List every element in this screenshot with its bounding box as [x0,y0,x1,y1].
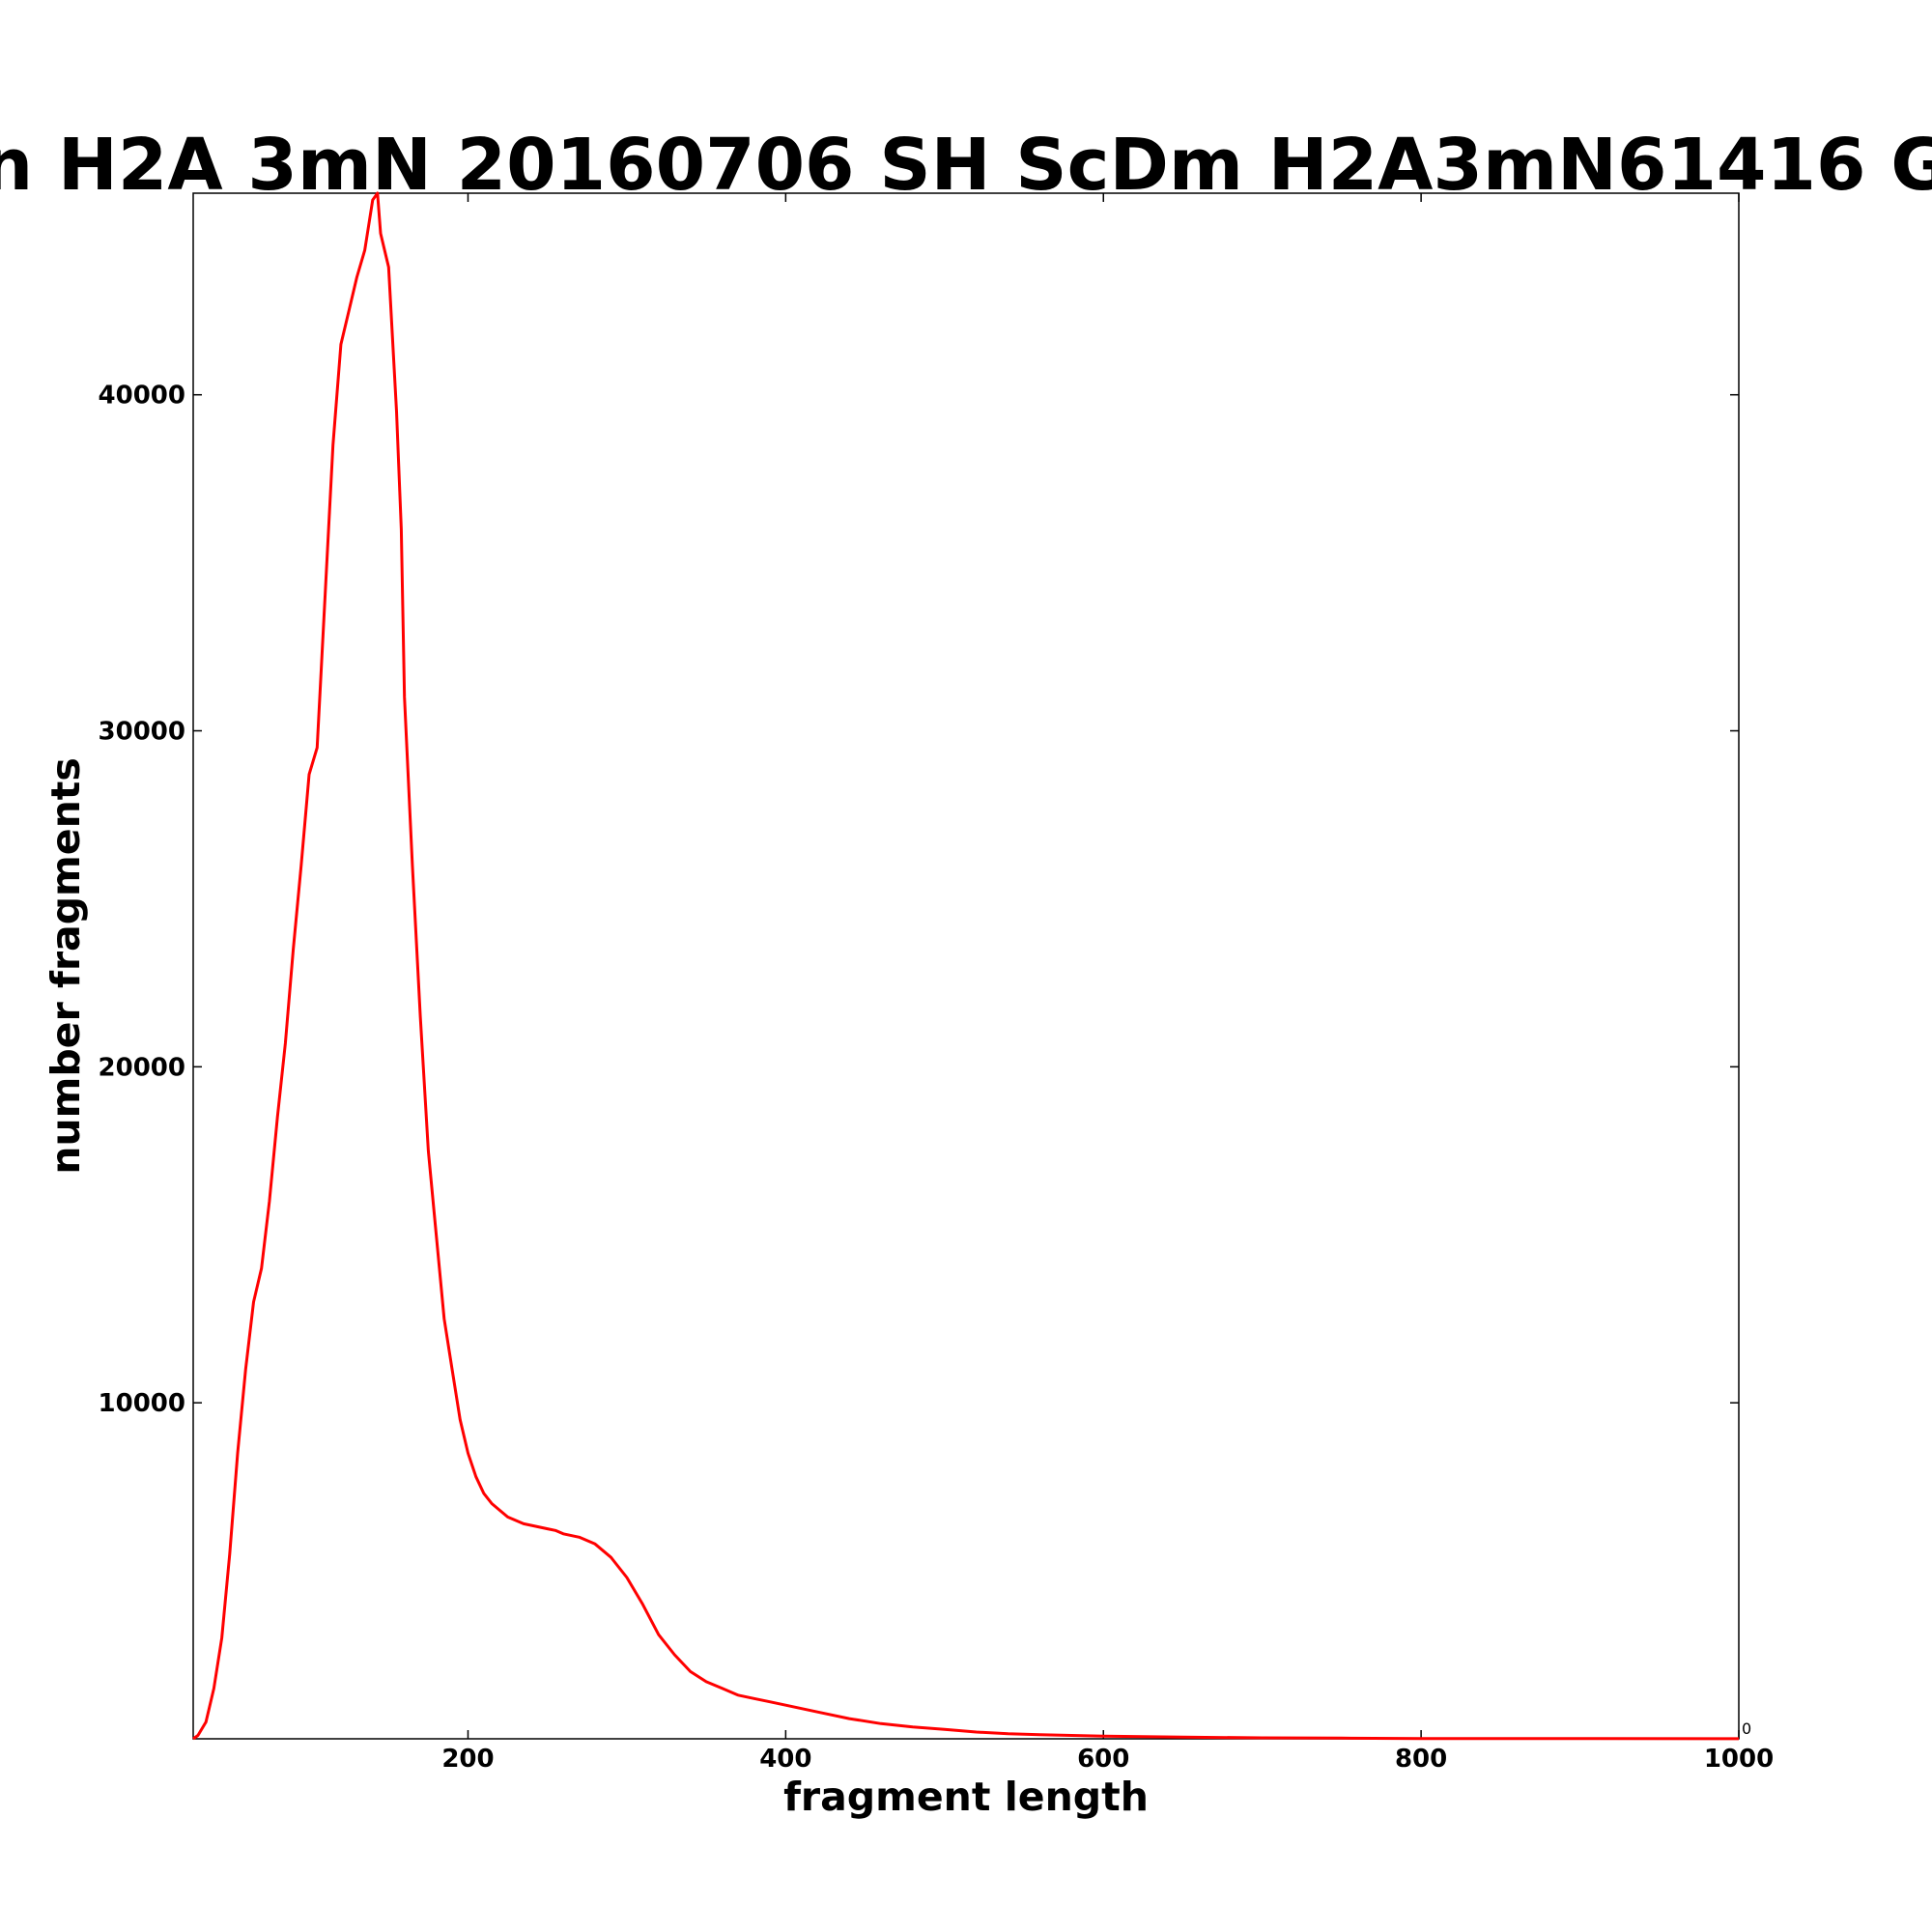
y-tick-label-10000: 10000 [99,1389,185,1418]
y-tick-label-20000: 20000 [99,1053,185,1082]
axis-ticks: 200 400 600 800 1000 10000 20000 30000 40000 [99,193,1774,1774]
y-axis-label: number fragments [43,757,89,1175]
series-line [192,191,1740,1741]
right-axis-zero-label: 0 [1742,1719,1751,1738]
x-axis-label: fragment length [783,1774,1149,1820]
x-tick-label-800: 800 [1395,1745,1447,1774]
x-tick-label-400: 400 [759,1745,811,1774]
plot-area [192,192,1740,1740]
y-tick-label-30000: 30000 [99,718,185,747]
x-tick-label-600: 600 [1077,1745,1129,1774]
x-tick-label-200: 200 [441,1745,494,1774]
x-tick-label-1000: 1000 [1704,1745,1774,1774]
y-tick-label-40000: 40000 [99,382,185,411]
